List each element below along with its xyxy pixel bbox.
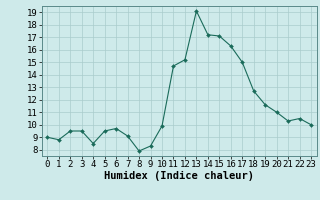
X-axis label: Humidex (Indice chaleur): Humidex (Indice chaleur) [104,171,254,181]
